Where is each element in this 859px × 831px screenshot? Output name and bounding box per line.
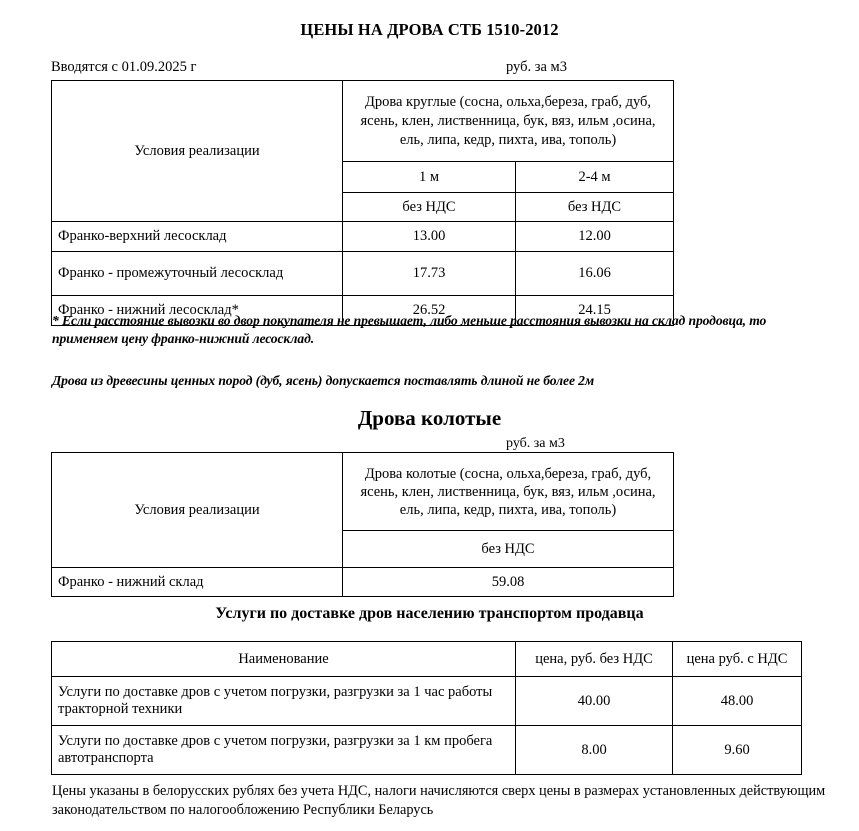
units-label-round: руб. за м3: [506, 59, 567, 75]
row-price-intermediate-depot-2-4m: 16.06: [514, 251, 675, 296]
row-price-vehicle-km-with-vat: 9.60: [672, 725, 802, 775]
section-title-split-firewood: Дрова колотые: [357, 406, 502, 430]
table-row-header-product: Условия реализации Дрова круглые (сосна,…: [51, 80, 675, 222]
row-price-vehicle-km-no-vat: 8.00: [515, 725, 673, 775]
header-vat-split: без НДС: [342, 530, 674, 568]
header-price-no-vat: цена, руб. без НДС: [515, 641, 673, 677]
table-row: Услуги по доставке дров с учетом погрузк…: [51, 676, 802, 726]
row-service-tractor-hour: Услуги по доставке дров с учетом погрузк…: [51, 676, 516, 726]
table-row: Услуги по доставке дров с учетом погрузк…: [51, 725, 802, 775]
header-length-2-4m: 2-4 м: [514, 161, 675, 193]
footer-note-taxes: Цены указаны в белорусских рублях без уч…: [52, 783, 826, 818]
header-product-description-split: Дрова колотые (сосна, ольха,береза, граб…: [342, 452, 674, 531]
table-row-header-product: Условия реализации Дрова колотые (сосна,…: [51, 452, 674, 568]
footnote-distance: * Если расстояние вывозки во двор покупа…: [52, 313, 767, 346]
table-row: Франко - нижний склад 59.08: [51, 567, 674, 597]
row-price-tractor-hour-with-vat: 48.00: [672, 676, 802, 726]
header-price-with-vat: цена руб. с НДС: [672, 641, 802, 677]
row-price-upper-depot-2-4m: 12.00: [514, 221, 675, 252]
table-round-firewood: Условия реализации Дрова круглые (сосна,…: [51, 80, 675, 326]
table-row: Франко - промежуточный лесосклад 17.73 1…: [51, 251, 675, 296]
row-price-lower-warehouse: 59.08: [342, 567, 674, 597]
row-condition-lower-depot: Франко - нижний лесосклад*: [51, 295, 343, 326]
header-vat-2-4m: без НДС: [514, 192, 675, 222]
row-price-lower-depot-2-4m: 24.15: [514, 295, 675, 326]
row-price-tractor-hour-no-vat: 40.00: [515, 676, 673, 726]
table-row: Франко-верхний лесосклад 13.00 12.00: [51, 221, 675, 252]
header-product-description: Дрова круглые (сосна, ольха,береза, граб…: [341, 80, 675, 162]
row-condition-lower-warehouse: Франко - нижний склад: [51, 567, 343, 597]
section-title-delivery-services: Услуги по доставке дров населению трансп…: [215, 605, 644, 622]
footnote-valuable-species: Дрова из древесины ценных пород (дуб, яс…: [52, 373, 595, 388]
header-length-1m: 1 м: [342, 161, 516, 193]
table-row-header-vat: без НДС без НДС: [52, 192, 675, 222]
row-price-upper-depot-1m: 13.00: [342, 221, 516, 252]
table-row: Франко - нижний лесосклад* 26.52 24.15: [51, 295, 675, 326]
row-condition-intermediate-depot: Франко - промежуточный лесосклад: [51, 251, 343, 296]
row-price-lower-depot-1m: 26.52: [342, 295, 516, 326]
header-conditions-split: Условия реализации: [51, 452, 343, 568]
header-service-name: Наименование: [51, 641, 516, 677]
row-service-vehicle-km: Услуги по доставке дров с учетом погрузк…: [51, 725, 516, 775]
table-delivery-services: Наименование цена, руб. без НДС цена руб…: [51, 641, 802, 775]
units-label-split: руб. за м3: [506, 436, 565, 451]
row-condition-upper-depot: Франко-верхний лесосклад: [51, 221, 343, 252]
row-price-intermediate-depot-1m: 17.73: [342, 251, 516, 296]
effective-date-label: Вводятся с 01.09.2025 г: [51, 59, 197, 75]
table-split-firewood: Условия реализации Дрова колотые (сосна,…: [51, 452, 674, 597]
header-vat-1m: без НДС: [342, 192, 516, 222]
table-row-header: Наименование цена, руб. без НДС цена руб…: [51, 641, 802, 677]
header-conditions: Условия реализации: [51, 80, 343, 222]
page-title: ЦЕНЫ НА ДРОВА СТБ 1510-2012: [300, 20, 559, 39]
table-row-header-vat: без НДС: [52, 530, 674, 568]
